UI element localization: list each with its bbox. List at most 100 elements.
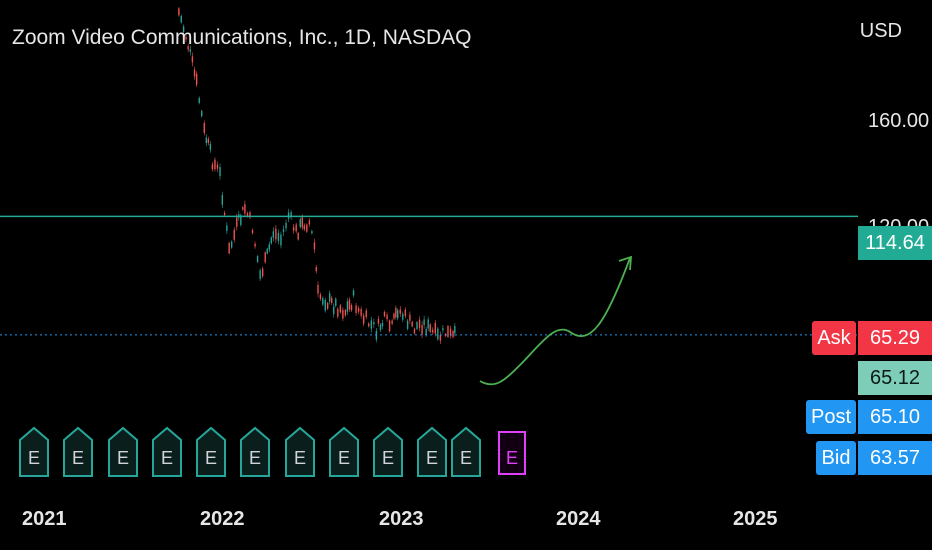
earnings-marker-shape <box>373 426 403 477</box>
earnings-marker[interactable]: E <box>373 426 403 477</box>
candle <box>228 242 230 254</box>
earnings-marker[interactable]: E <box>108 426 138 477</box>
earnings-marker-label: E <box>338 448 350 468</box>
currency-label[interactable]: USD <box>859 20 902 42</box>
candle <box>214 159 216 170</box>
earnings-marker-label: E <box>506 448 518 468</box>
chart-title: Zoom Video Communications, Inc., 1D, NAS… <box>12 26 472 49</box>
projection-arrow-path[interactable] <box>479 257 631 386</box>
candle <box>236 217 238 227</box>
candle <box>315 267 317 272</box>
candle <box>280 234 282 246</box>
candle <box>363 315 365 324</box>
candle <box>223 212 226 215</box>
earnings-marker[interactable]: E <box>152 426 182 477</box>
candle <box>381 322 384 327</box>
candle <box>324 299 326 311</box>
candle <box>299 219 301 227</box>
candle <box>256 256 259 262</box>
earnings-marker-label: E <box>161 448 173 468</box>
candle <box>187 46 189 50</box>
candle <box>432 329 434 333</box>
candle <box>219 167 221 176</box>
candle <box>282 229 285 232</box>
earnings-marker[interactable]: E <box>240 426 270 477</box>
candle <box>434 322 436 334</box>
candle <box>383 311 386 317</box>
earnings-marker[interactable]: E <box>451 426 481 477</box>
earnings-marker-label: E <box>117 448 129 468</box>
candle <box>203 123 205 133</box>
candle <box>189 49 191 52</box>
candle <box>411 321 413 327</box>
candle <box>211 164 214 170</box>
candle <box>198 97 200 103</box>
candle <box>249 212 251 218</box>
candle <box>379 324 382 331</box>
candle <box>231 241 233 248</box>
earnings-marker[interactable]: E <box>329 426 359 477</box>
earnings-marker-shape <box>63 426 93 477</box>
candle <box>373 322 375 325</box>
candle <box>326 303 329 309</box>
candle <box>406 320 409 329</box>
earnings-marker-label: E <box>460 448 472 468</box>
candle <box>246 213 249 216</box>
time-tick-label: 2024 <box>556 508 601 530</box>
candle <box>297 232 299 240</box>
earnings-marker[interactable]: E <box>285 426 315 477</box>
candle <box>397 310 399 319</box>
earnings-marker[interactable]: E <box>417 426 447 477</box>
earnings-marker[interactable]: E <box>196 426 226 477</box>
candle <box>266 248 268 254</box>
candle <box>365 310 367 317</box>
time-tick-label: 2021 <box>22 508 67 530</box>
candle <box>377 318 380 324</box>
candle <box>272 231 275 238</box>
candle <box>295 224 297 232</box>
earnings-marker-shape <box>196 426 226 477</box>
ask-price: 65.29 <box>858 321 932 355</box>
candle <box>425 329 427 335</box>
candle <box>201 111 203 117</box>
candle <box>388 320 391 332</box>
candle <box>452 330 454 338</box>
candle <box>437 328 439 340</box>
earnings-marker-shape <box>152 426 182 477</box>
candle <box>216 164 219 169</box>
price-tick-label: 160.00 <box>868 110 930 132</box>
candle <box>240 215 242 226</box>
candle <box>442 328 444 331</box>
earnings-marker-label: E <box>72 448 84 468</box>
candle <box>346 301 349 312</box>
candle <box>303 225 305 230</box>
earnings-marker[interactable]: E <box>63 426 93 477</box>
candle <box>264 252 266 263</box>
candle <box>357 308 360 312</box>
candle <box>180 15 182 23</box>
candle <box>352 290 355 296</box>
horizontal-line-price-tag[interactable]: 114.64 <box>858 226 932 260</box>
earnings-marker-label: E <box>382 448 394 468</box>
candle <box>429 324 431 333</box>
bid-price: 63.57 <box>858 441 932 475</box>
candle <box>244 204 246 214</box>
earnings-marker-shape <box>285 426 315 477</box>
candle <box>439 335 442 341</box>
candle <box>391 320 393 324</box>
candle <box>182 26 185 33</box>
candle <box>221 195 224 205</box>
price-series <box>178 6 456 345</box>
ask-label: Ask <box>812 321 856 355</box>
candle <box>322 298 324 305</box>
time-tick-label: 2025 <box>733 508 778 530</box>
earnings-marker-shape <box>329 426 359 477</box>
candle <box>421 325 423 335</box>
upcoming-earnings-marker[interactable]: E <box>498 431 526 475</box>
earnings-marker[interactable]: E <box>19 426 49 477</box>
candle <box>285 222 287 229</box>
arrow-head-icon <box>618 255 633 271</box>
post-label: Post <box>806 400 856 434</box>
